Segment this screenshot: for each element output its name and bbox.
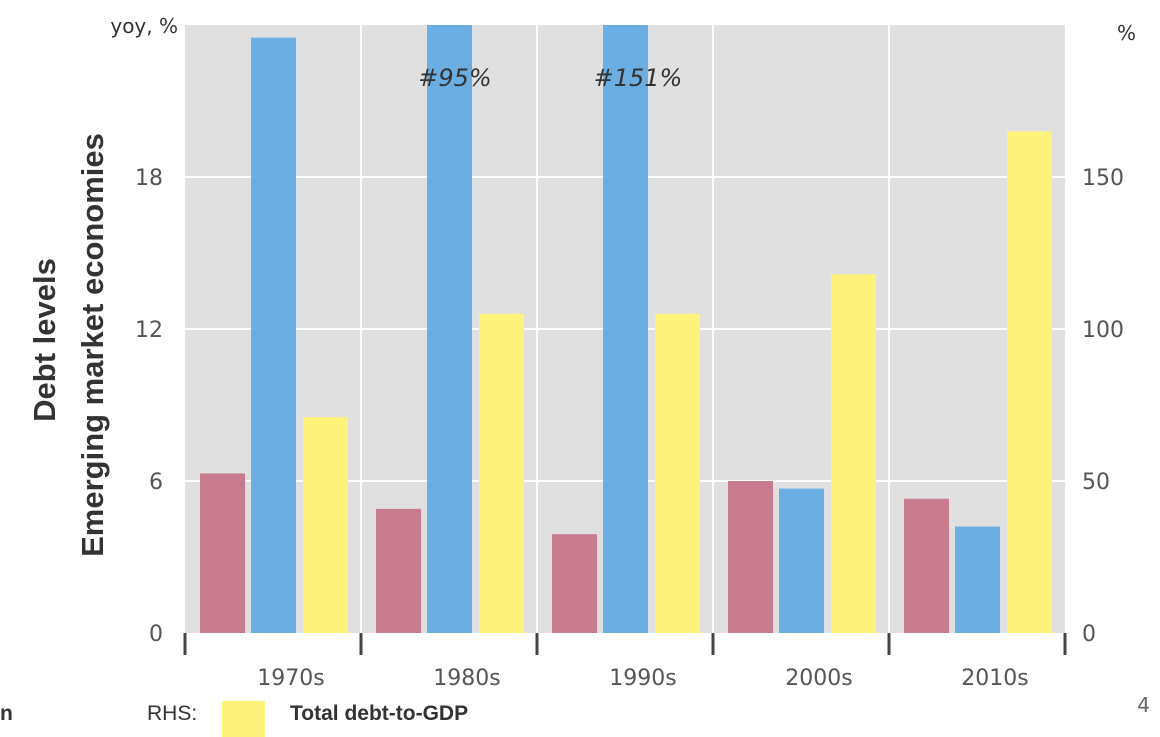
left-tick-label: 12: [135, 318, 163, 343]
x-tick-label: 1970s: [257, 666, 324, 691]
bar: [303, 417, 348, 633]
x-tick-label: 2010s: [961, 666, 1028, 691]
bars-layer: [200, 25, 1052, 633]
cut-off-label: n: [0, 702, 13, 725]
legend-prefix: RHS:: [147, 702, 197, 725]
bar: [603, 25, 648, 633]
left-tick-label: 0: [149, 622, 163, 647]
left-tick-label: 6: [149, 470, 163, 495]
x-tick-label: 1980s: [433, 666, 500, 691]
y-axis-title-line-2: Emerging market economies: [75, 133, 110, 557]
bar: [904, 498, 949, 633]
bar: [779, 488, 824, 633]
bar: [655, 313, 700, 633]
page-number: 4: [1137, 693, 1150, 717]
bar: [1007, 131, 1052, 633]
y-axis-title-line-1: Debt levels: [27, 258, 62, 422]
bar: [200, 473, 245, 633]
bar: [479, 313, 524, 633]
axes-layer: 0 6 12 18 0 50 100 150 1970s 1980s 1990s 2000s 2010s: [135, 166, 1124, 691]
right-tick-label: 50: [1082, 470, 1110, 495]
bar: [427, 25, 472, 633]
right-axis-unit: %: [1117, 21, 1136, 45]
legend-swatch: [222, 701, 265, 737]
annotation-151: #151%: [594, 64, 683, 92]
bar: [955, 526, 1000, 633]
x-tick-label: 2000s: [785, 666, 852, 691]
left-tick-label: 18: [135, 166, 163, 191]
annotation-95: #95%: [418, 64, 491, 92]
bar: [552, 534, 597, 633]
x-tick-label: 1990s: [609, 666, 676, 691]
left-axis-unit: yoy, %: [110, 14, 178, 38]
bar: [728, 481, 773, 633]
bar: [251, 37, 296, 633]
bar: [831, 274, 876, 633]
right-tick-label: 150: [1082, 166, 1124, 191]
legend-label: Total debt-to-GDP: [290, 702, 468, 725]
right-tick-label: 100: [1082, 318, 1124, 343]
bar: [376, 508, 421, 633]
right-tick-label: 0: [1082, 622, 1096, 647]
